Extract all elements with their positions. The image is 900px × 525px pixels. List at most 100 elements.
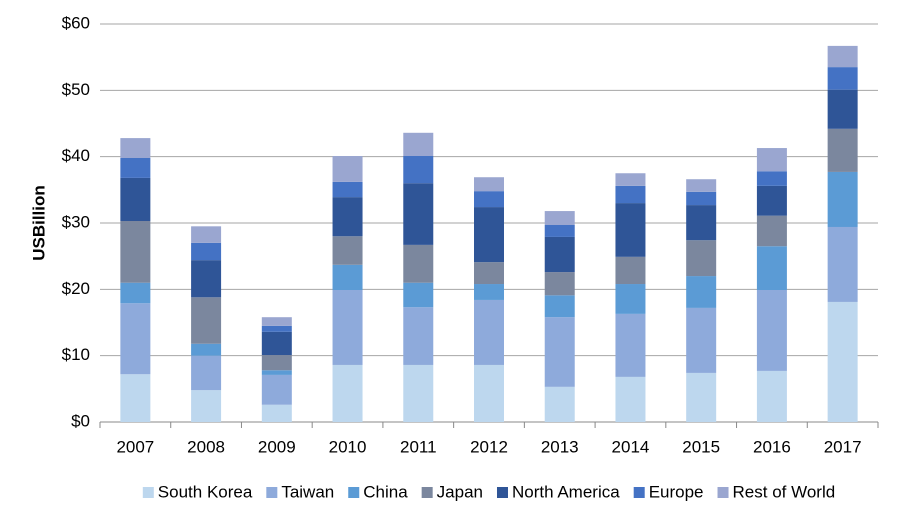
bar-segment [686, 372, 717, 422]
bar-segment [261, 317, 292, 326]
bar-segment [474, 284, 504, 300]
bar-segment [474, 262, 504, 285]
bar-segment [756, 185, 787, 216]
bar-segment [615, 173, 646, 186]
legend-label: Japan [437, 482, 483, 501]
bar-segment [686, 240, 717, 277]
bar-segment [615, 284, 646, 314]
legend-swatch [142, 487, 154, 498]
legend-swatch [717, 487, 729, 498]
bar-segment [544, 295, 575, 318]
bar-segment [403, 156, 434, 184]
bar-segment [332, 181, 363, 198]
bar-segment [615, 185, 646, 204]
y-tick-label: $0 [71, 411, 90, 430]
bar-segment [261, 370, 292, 375]
bar-segment [756, 215, 787, 247]
bar-segment [261, 404, 292, 422]
bar-segment [827, 301, 858, 422]
bar-segment [261, 355, 292, 371]
bar-segment [120, 157, 151, 178]
bar-segment [474, 364, 504, 422]
x-tick-label: 2009 [258, 437, 296, 456]
y-tick-label: $30 [62, 212, 90, 231]
bar-segment [756, 370, 787, 422]
bar-segment [615, 376, 646, 422]
x-tick-label: 2012 [470, 437, 508, 456]
legend-label: Taiwan [281, 482, 334, 501]
bar-segment [474, 299, 504, 365]
bar-segment [544, 317, 575, 387]
legend-swatch [266, 487, 278, 498]
bar-segment [403, 364, 434, 422]
bar-segment [686, 307, 717, 373]
bar-segment [191, 242, 222, 261]
bar-segment [332, 289, 363, 365]
legend-swatch [496, 487, 508, 498]
bar-segment [120, 177, 151, 222]
bar-segment [403, 183, 434, 245]
legend-label: Europe [649, 482, 704, 501]
bar-segment [191, 343, 222, 356]
bar-segment [191, 226, 222, 243]
y-tick-label: $40 [62, 146, 90, 165]
x-tick-label: 2017 [824, 437, 862, 456]
bar-segment [544, 386, 575, 422]
bar-segment [332, 364, 363, 422]
legend-label: South Korea [158, 482, 253, 501]
bar-segment [756, 246, 787, 290]
bar-segment [474, 207, 504, 263]
legend-swatch [633, 487, 645, 498]
bar-segment [544, 272, 575, 296]
bar-segment [261, 331, 292, 356]
legend-swatch [348, 487, 360, 498]
bar-segment [686, 205, 717, 241]
y-tick-label: $10 [62, 345, 90, 364]
bar-segment [120, 221, 151, 283]
bar-segment [191, 260, 222, 298]
bar-segment [120, 374, 151, 422]
legend-label: Rest of World [733, 482, 836, 501]
bar-segment [191, 297, 222, 344]
bar-segment [261, 325, 292, 332]
bar-segment [544, 211, 575, 225]
y-tick-label: $20 [62, 279, 90, 298]
bar-segment [474, 177, 504, 192]
bar-segment [332, 156, 363, 182]
bar-segment [827, 67, 858, 90]
bar-segment [403, 282, 434, 308]
legend-label: North America [512, 482, 620, 501]
bar-segment [332, 264, 363, 290]
x-tick-label: 2007 [116, 437, 154, 456]
bar-segment [332, 197, 363, 237]
bar-segment [827, 171, 858, 227]
bar-segment [615, 313, 646, 377]
bar-segment [827, 226, 858, 302]
legend-swatch [421, 487, 433, 498]
x-tick-label: 2014 [612, 437, 650, 456]
legend: South Korea Taiwan China Japan North America… [142, 482, 836, 501]
bar-segment [615, 203, 646, 257]
bar-segment [120, 303, 151, 375]
bar-segment [756, 289, 787, 371]
bar-segment [544, 236, 575, 273]
bar-segment [756, 148, 787, 172]
bar-segment [120, 282, 151, 304]
bar-segment [403, 132, 434, 157]
x-tick-label: 2015 [682, 437, 720, 456]
x-tick-label: 2016 [753, 437, 791, 456]
bar-segment [191, 390, 222, 422]
x-tick-label: 2010 [329, 437, 367, 456]
bar-segment [827, 89, 858, 129]
bar-segment [332, 236, 363, 265]
y-tick-label: $50 [62, 80, 90, 99]
bar-segment [120, 138, 151, 158]
bar-segment [686, 179, 717, 192]
bar-segment [403, 307, 434, 365]
bar-segment [686, 191, 717, 206]
bar-segment [827, 45, 858, 68]
bar-segment [261, 374, 292, 405]
x-tick-label: 2011 [400, 437, 437, 456]
legend-label: China [363, 482, 408, 501]
